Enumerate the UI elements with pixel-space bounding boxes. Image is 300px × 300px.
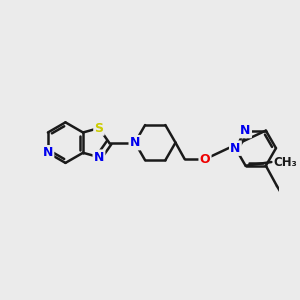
Text: O: O [200, 153, 210, 166]
Text: N: N [230, 142, 241, 155]
Text: N: N [43, 146, 53, 159]
Text: S: S [94, 122, 103, 135]
Text: N: N [94, 151, 104, 164]
Text: CH₃: CH₃ [273, 155, 297, 169]
Text: N: N [130, 136, 140, 149]
Text: N: N [240, 124, 251, 137]
